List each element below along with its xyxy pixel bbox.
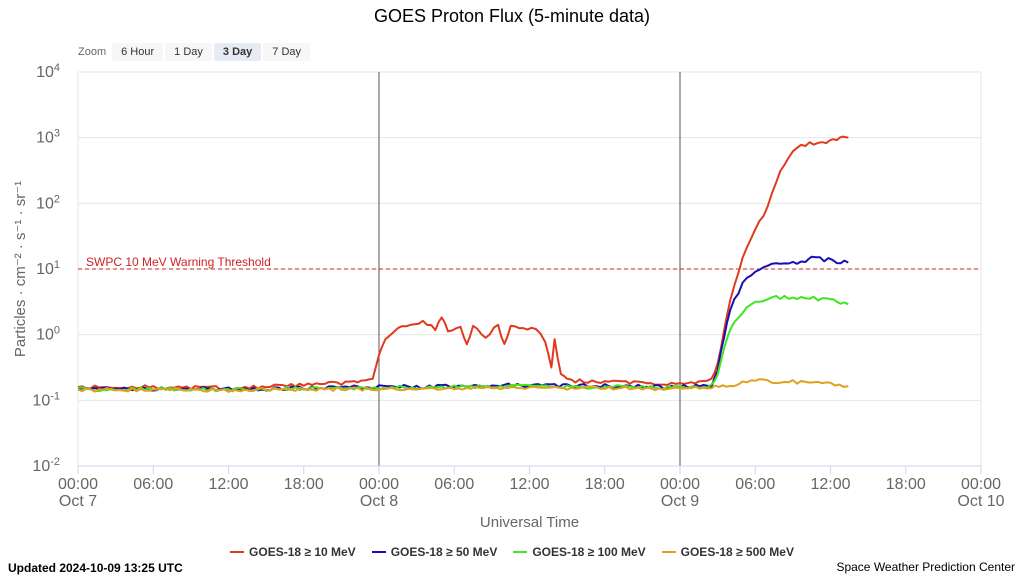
zoom-6-hour-button[interactable]: 6 Hour bbox=[112, 43, 164, 61]
legend-label: GOES-18 ≥ 100 MeV bbox=[532, 545, 646, 559]
x-tick-label: 18:00 bbox=[585, 476, 625, 493]
x-tick-label: 00:00 bbox=[359, 476, 399, 493]
y-tick-label: 103 bbox=[36, 128, 60, 147]
legend-item-4[interactable]: GOES-18 ≥ 500 MeV bbox=[661, 545, 794, 559]
chart-title: GOES Proton Flux (5-minute data) bbox=[373, 6, 651, 26]
zoom-1-day-button[interactable]: 1 Day bbox=[165, 43, 212, 61]
x-tick-label: 06:00 bbox=[133, 476, 173, 493]
x-date-label: Oct 10 bbox=[957, 493, 1004, 510]
legend-swatch bbox=[371, 551, 386, 553]
y-tick-label: 10-2 bbox=[32, 456, 60, 475]
x-tick-label: 18:00 bbox=[284, 476, 324, 493]
x-tick-label: 06:00 bbox=[434, 476, 474, 493]
legend-label: GOES-18 ≥ 10 MeV bbox=[249, 545, 356, 559]
zoom-bar: Zoom 6 Hour 1 Day 3 Day 7 Day bbox=[78, 42, 312, 62]
y-axis-title: Particles · cm⁻² · s⁻¹ · sr⁻¹ bbox=[12, 181, 29, 357]
updated-timestamp: Updated 2024-10-09 13:25 UTC bbox=[8, 561, 183, 575]
x-axis-title: Universal Time bbox=[480, 514, 579, 531]
x-date-label: Oct 7 bbox=[59, 493, 97, 510]
chart-legend: GOES-18 ≥ 10 MeV GOES-18 ≥ 50 MeV GOES-18 … bbox=[0, 545, 1024, 559]
zoom-7-day-button[interactable]: 7 Day bbox=[263, 43, 311, 61]
y-tick-label: 101 bbox=[36, 259, 60, 278]
y-tick-label: 102 bbox=[36, 193, 60, 212]
legend-swatch bbox=[230, 551, 245, 553]
zoom-3-day-button[interactable]: 3 Day bbox=[213, 43, 262, 61]
series-line-4 bbox=[77, 378, 849, 393]
x-tick-label: 00:00 bbox=[961, 476, 1001, 493]
x-tick-label: 18:00 bbox=[886, 476, 926, 493]
x-tick-label: 00:00 bbox=[660, 476, 700, 493]
grid-layer bbox=[77, 71, 982, 467]
y-tick-label: 10-1 bbox=[32, 390, 60, 409]
threshold-label: SWPC 10 MeV Warning Threshold bbox=[86, 255, 271, 269]
x-tick-label: 00:00 bbox=[58, 476, 98, 493]
x-date-label: Oct 8 bbox=[360, 493, 398, 510]
axis-layer bbox=[77, 465, 982, 474]
x-tick-label: 12:00 bbox=[208, 476, 248, 493]
legend-item-1[interactable]: GOES-18 ≥ 10 MeV bbox=[230, 545, 356, 559]
y-tick-label: 104 bbox=[36, 62, 60, 81]
series-line-3 bbox=[77, 294, 849, 393]
legend-item-3[interactable]: GOES-18 ≥ 100 MeV bbox=[513, 545, 646, 559]
credit-text: Space Weather Prediction Center bbox=[836, 560, 1015, 574]
x-tick-label: 12:00 bbox=[509, 476, 549, 493]
x-date-label: Oct 9 bbox=[661, 493, 699, 510]
x-tick-label: 06:00 bbox=[735, 476, 775, 493]
y-tick-label: 100 bbox=[36, 325, 60, 344]
legend-label: GOES-18 ≥ 50 MeV bbox=[390, 545, 498, 559]
zoom-label: Zoom bbox=[78, 46, 107, 58]
x-tick-label: 12:00 bbox=[810, 476, 850, 493]
legend-item-2[interactable]: GOES-18 ≥ 50 MeV bbox=[371, 545, 498, 559]
series-layer bbox=[77, 135, 849, 393]
legend-label: GOES-18 ≥ 500 MeV bbox=[680, 545, 794, 559]
legend-swatch bbox=[661, 551, 676, 553]
legend-swatch bbox=[513, 551, 528, 553]
